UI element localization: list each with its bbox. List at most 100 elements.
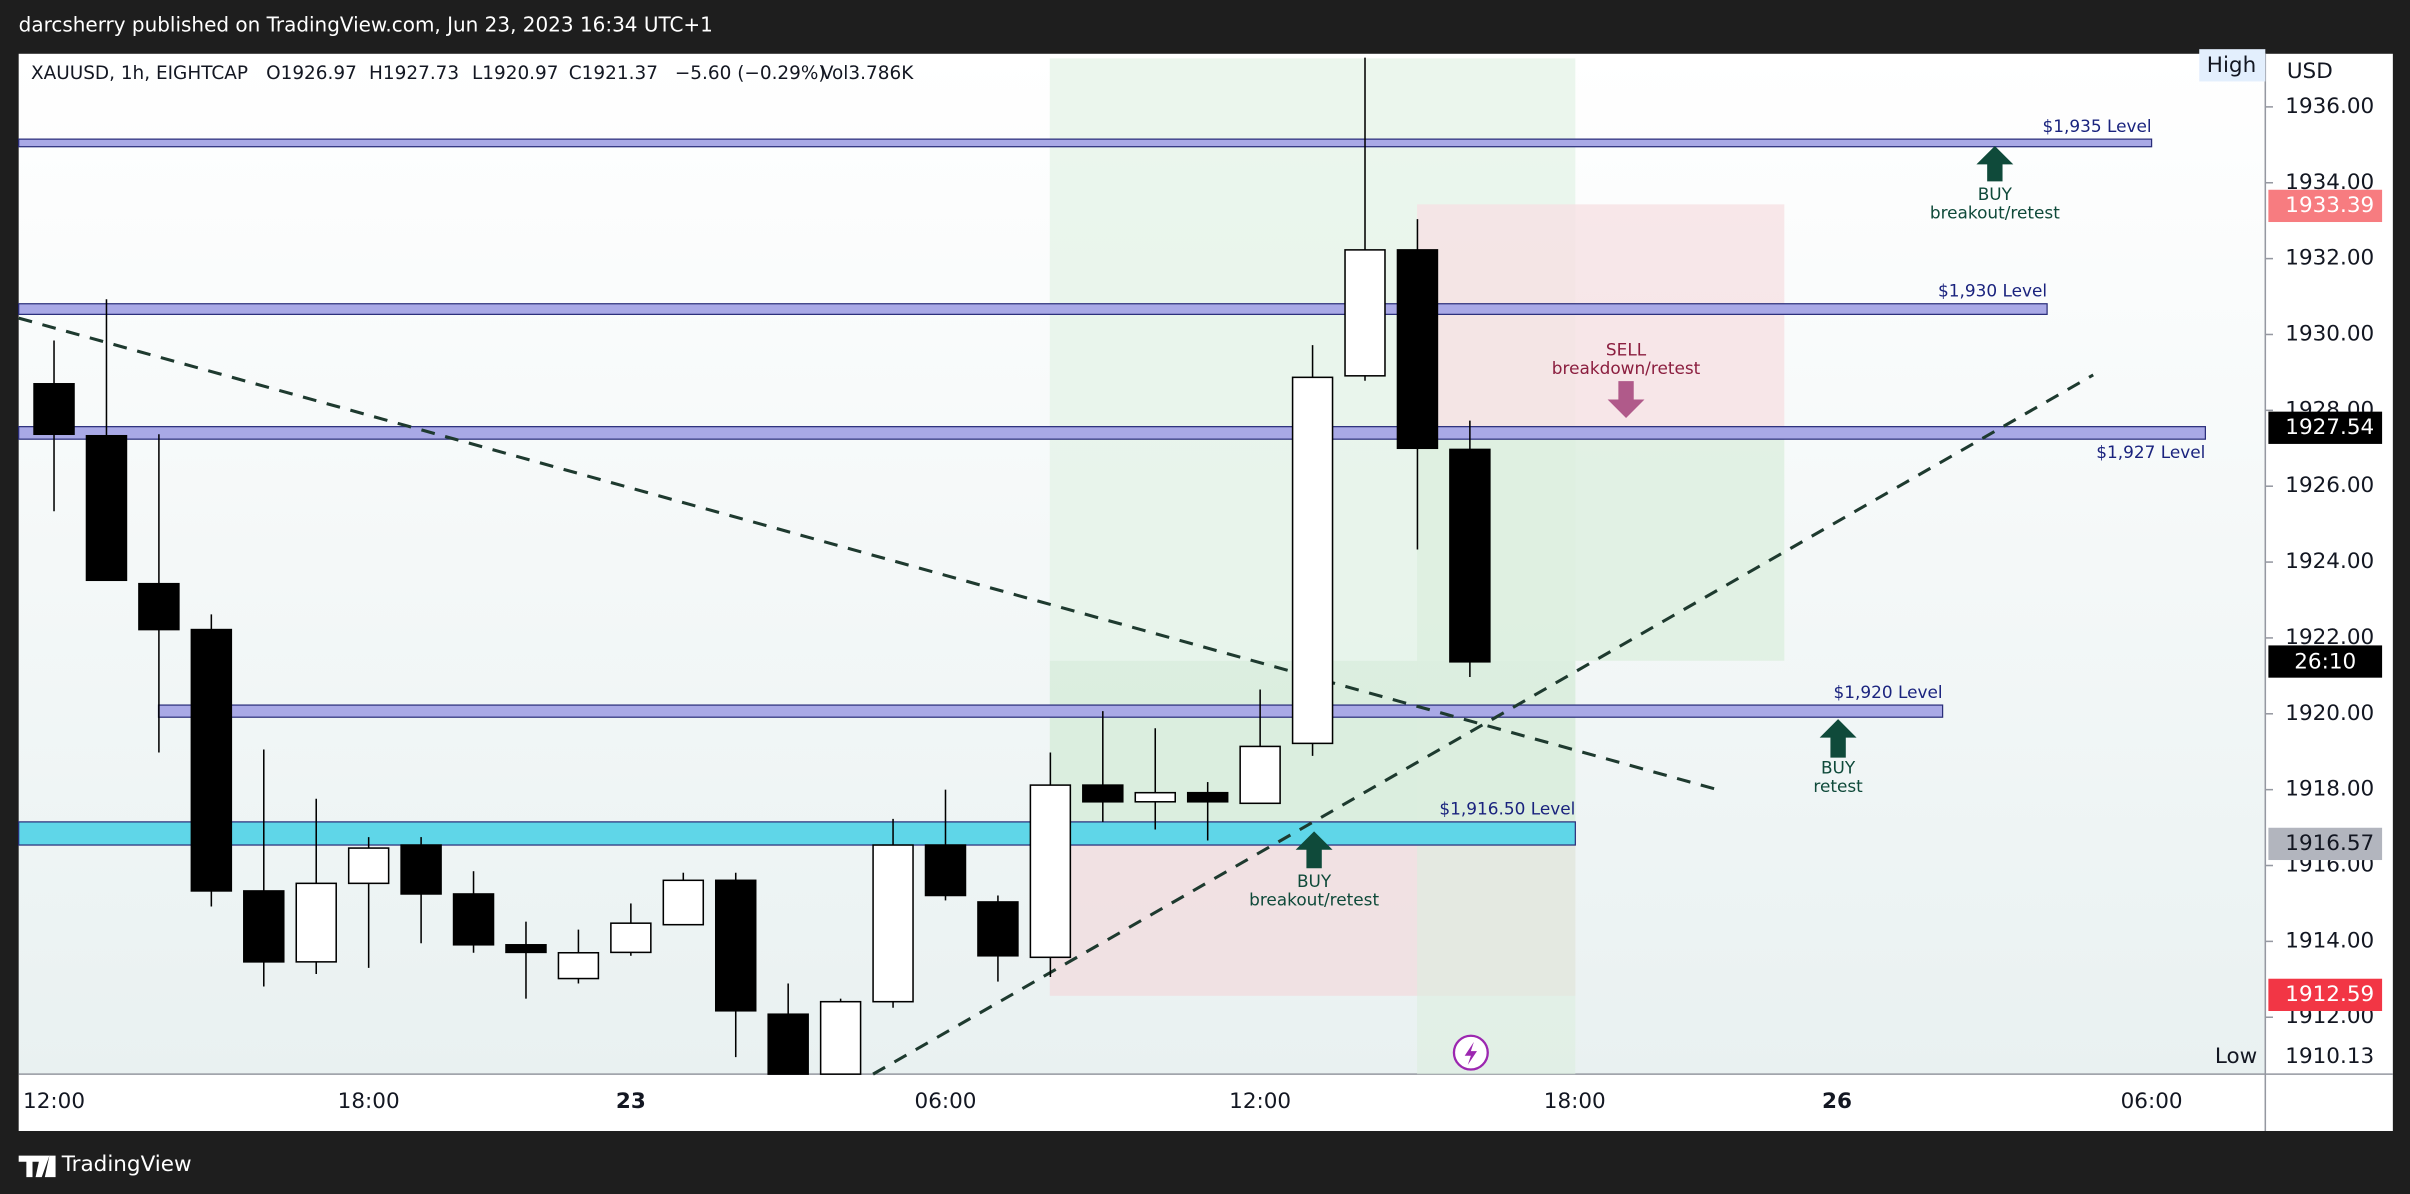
y-tick-label: 1930.00 — [2285, 321, 2374, 346]
brand: TradingView — [61, 1152, 192, 1177]
legend-change: −5.60 (−0.29%) — [675, 63, 826, 84]
candle-body — [1344, 249, 1386, 377]
candle-body — [977, 901, 1019, 957]
candle-body — [138, 582, 180, 631]
level-band — [18, 138, 2153, 148]
candle-body — [1449, 448, 1491, 663]
high-badge — [2199, 49, 2266, 82]
price-tag-label: 1912.59 — [2285, 982, 2374, 1007]
candle-body — [1082, 784, 1124, 803]
price-tag — [2268, 189, 2383, 223]
levels: $1,935 Level $1,930 Level $1,927 Level $1,9… — [18, 116, 2206, 846]
legend: XAUUSD, 1h, EIGHTCAP O1926.97 H1927.73 L… — [31, 63, 914, 84]
x-tick-label: 12:00 — [1229, 1089, 1291, 1114]
y-tick-label: 1932.00 — [2285, 246, 2374, 271]
x-tick-label: 18:00 — [338, 1089, 400, 1114]
level-band — [18, 303, 2048, 315]
x-tick-label: 26 — [1822, 1089, 1852, 1114]
annotation-text: retest — [1813, 776, 1863, 796]
low-value: 1910.13 — [2285, 1044, 2374, 1069]
candle-body — [505, 944, 547, 954]
legend-high: H1927.73 — [369, 63, 459, 84]
candle-body — [85, 434, 128, 582]
high-label: High — [2207, 53, 2256, 78]
y-tick-label: 1926.00 — [2285, 473, 2374, 498]
trend-line — [872, 373, 2094, 1076]
y-tick-label: 1936.00 — [2285, 94, 2374, 119]
legend-symbol: XAUUSD, 1h, EIGHTCAP — [31, 63, 248, 84]
x-tick-label: 06:00 — [2121, 1089, 2183, 1114]
candle-body — [819, 1000, 862, 1075]
y-tick-label: 1922.00 — [2285, 625, 2374, 650]
x-tick-label: 06:00 — [915, 1089, 977, 1114]
annotation-title: BUY — [1821, 757, 1856, 777]
price-tag-label: 1933.39 — [2285, 193, 2374, 218]
countdown-tag — [2268, 645, 2383, 678]
candle-body — [1396, 249, 1439, 450]
time-axis — [18, 1074, 2393, 1131]
arrow-up — [1819, 719, 1857, 758]
candle-body — [452, 893, 495, 946]
candle-body — [924, 844, 967, 897]
legend-low: L1920.97 — [472, 63, 559, 84]
level-band — [157, 704, 1944, 718]
level-label: $1,916.50 Level — [1439, 799, 1575, 819]
candle-body — [243, 890, 285, 963]
annotation-title: SELL — [1606, 339, 1647, 359]
y-tick-label: 1918.00 — [2285, 777, 2374, 802]
x-tick-label: 23 — [616, 1089, 646, 1114]
candle-body — [767, 1013, 809, 1075]
candle-body — [557, 951, 600, 980]
price-tag — [2268, 978, 2383, 1011]
annotation-text: breakout/retest — [1249, 889, 1379, 909]
price-tag-label: 1927.54 — [2285, 415, 2374, 440]
candle-body — [714, 879, 757, 1012]
arrow-up — [1295, 831, 1333, 869]
level-label: $1,935 Level — [2043, 116, 2152, 136]
candle-body — [1029, 784, 1072, 959]
annotation-text: breakdown/retest — [1552, 358, 1701, 378]
arrow-down — [1607, 381, 1645, 418]
price-tag-label: 1916.57 — [2285, 831, 2374, 856]
annotation-text: breakout/retest — [1930, 203, 2060, 223]
candle-body — [400, 844, 442, 895]
candle-body — [610, 922, 652, 954]
annotation: BUY retest — [1813, 719, 1863, 796]
y-tick-label: 1924.00 — [2285, 549, 2374, 574]
level-label: $1,920 Level — [1834, 682, 1943, 702]
candles — [33, 57, 1491, 1075]
legend-volume: Vol3.786K — [821, 63, 914, 84]
x-tick-label: 12:00 — [23, 1089, 85, 1114]
brand-logo — [18, 1155, 56, 1178]
candle-body — [347, 847, 390, 885]
candle-body — [1134, 791, 1176, 803]
candle-body — [872, 844, 914, 1003]
currency: USD — [2287, 59, 2333, 84]
y-tick-label: 1920.00 — [2285, 701, 2374, 726]
candle-body — [1186, 791, 1229, 803]
level-label: $1,927 Level — [2096, 442, 2205, 462]
countdown: 26:10 — [2294, 649, 2356, 674]
candle-body — [1239, 745, 1281, 805]
loss-zone — [1417, 204, 1785, 428]
arrow-up — [1976, 145, 2014, 182]
price-axis — [2265, 53, 2393, 1075]
x-tick-label: 18:00 — [1544, 1089, 1606, 1114]
profit-zone — [1417, 660, 1576, 1075]
price-tag — [2268, 827, 2383, 861]
axis-labels: 1912.001914.001916.001918.001920.001922.… — [23, 94, 2383, 1114]
candle-body — [1291, 376, 1334, 745]
legend-close: C1921.37 — [569, 63, 658, 84]
legend-open: O1926.97 — [266, 63, 357, 84]
annotation: BUY breakout/retest — [1249, 831, 1379, 909]
annotation-title: BUY — [1297, 871, 1332, 891]
level-band — [18, 426, 2206, 440]
candle-body — [295, 882, 337, 963]
candle-body — [662, 879, 705, 926]
annotation-title: BUY — [1978, 184, 2013, 204]
annotation: SELL breakdown/retest — [1552, 339, 1701, 418]
annotation: BUY breakout/retest — [1930, 145, 2060, 223]
level-band — [18, 821, 1576, 846]
price-tag — [2268, 411, 2383, 444]
